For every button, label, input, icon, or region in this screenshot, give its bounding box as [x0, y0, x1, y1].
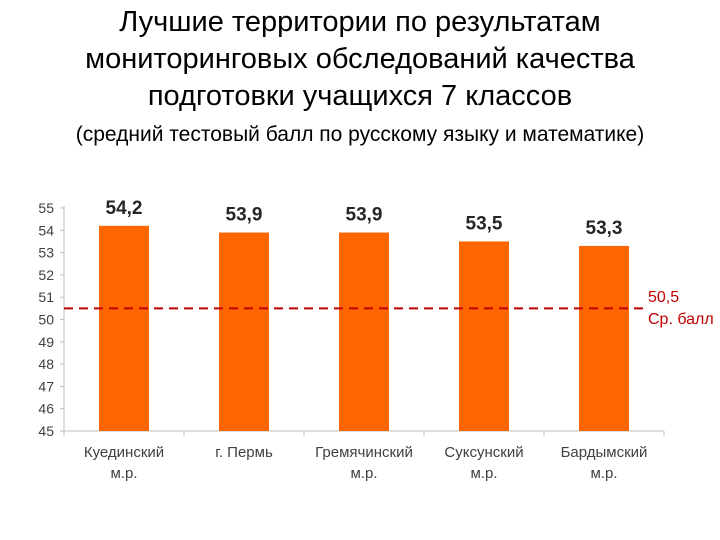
- average-text-label: Ср. балл: [648, 311, 714, 328]
- y-tick-label: 48: [38, 356, 54, 372]
- y-tick-label: 46: [38, 401, 54, 417]
- x-category-label: м.р.: [471, 465, 498, 482]
- x-category-label: Суксунский: [444, 444, 523, 461]
- y-tick-label: 54: [38, 222, 54, 238]
- bar: [219, 232, 269, 431]
- y-tick-label: 51: [38, 289, 54, 305]
- x-category-label: Бардымский: [561, 444, 648, 461]
- y-tick-label: 52: [38, 267, 54, 283]
- chart-title-line: Лучшие территории по результатам: [119, 6, 601, 38]
- average-label: 50,5 Ср. балл: [646, 287, 716, 331]
- average-value-label: 50,5: [648, 289, 680, 306]
- bar: [339, 232, 389, 431]
- bar-value-label: 53,5: [466, 213, 503, 234]
- bar-value-label: 53,9: [226, 205, 263, 226]
- bar-value-label: 53,9: [346, 205, 383, 226]
- y-tick-label: 45: [38, 423, 54, 439]
- chart-title: Лучшие территории по результатам монитор…: [0, 4, 720, 115]
- bar: [99, 225, 149, 431]
- x-category-label: м.р.: [591, 465, 618, 482]
- y-tick-label: 55: [38, 200, 54, 216]
- x-category-label: м.р.: [111, 465, 138, 482]
- y-tick-label: 47: [38, 378, 54, 394]
- bar-value-label: 53,3: [586, 218, 623, 239]
- x-category-label: г. Пермь: [215, 444, 273, 461]
- bar: [459, 241, 509, 431]
- chart-title-line: подготовки учащихся 7 классов: [147, 80, 573, 112]
- x-category-label: Куединский: [84, 444, 164, 461]
- x-category-label: Гремячинский: [315, 444, 413, 461]
- y-tick-label: 53: [38, 245, 54, 261]
- y-tick-label: 49: [38, 334, 54, 350]
- y-tick-label: 50: [38, 312, 54, 328]
- x-category-label: м.р.: [351, 465, 378, 482]
- chart-subtitle: (средний тестовый балл по русскому языку…: [75, 123, 645, 146]
- bar: [579, 245, 629, 431]
- chart-title-line: мониторинговых обследований качества: [85, 43, 635, 75]
- bar-value-label: 54,2: [106, 198, 143, 219]
